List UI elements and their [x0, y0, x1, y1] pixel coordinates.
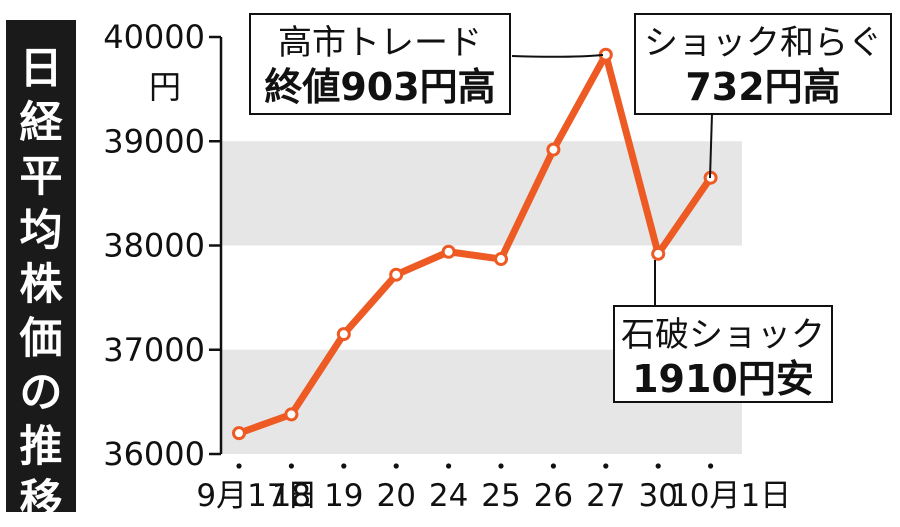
annotation-line2: 732円高: [685, 65, 840, 109]
x-tick-label: 10月1日: [670, 478, 791, 514]
chart-title-char: 日: [20, 44, 63, 94]
x-tick-label: 24: [429, 478, 468, 514]
y-axis-unit: 円: [149, 68, 181, 106]
chart-title-char: 推: [20, 422, 63, 472]
annotation-line1: 石破ショック: [621, 315, 825, 355]
data-point: [441, 244, 456, 259]
x-tick-label: 9月17日: [196, 478, 317, 514]
annotation-line1: ショック和らぐ: [644, 23, 882, 63]
x-tick-dot: [446, 463, 452, 469]
x-tick-label: 30: [638, 478, 677, 514]
chart-title-char: 経: [20, 98, 64, 148]
x-tick-label: 26: [534, 478, 573, 514]
annotation-leader: [511, 54, 604, 58]
chart-title-char: 価: [19, 314, 63, 364]
chart-title-char: 均: [20, 206, 63, 256]
annotation-box: [249, 13, 511, 115]
chart-title-background: [6, 20, 76, 512]
data-point: [546, 142, 561, 157]
data-point: [651, 246, 666, 261]
x-tick-dot: [288, 463, 294, 469]
x-tick-dot: [393, 463, 399, 469]
x-tick-dot: [708, 463, 714, 469]
data-point: [389, 267, 404, 282]
x-tick-dot: [603, 463, 609, 469]
chart-title-char: 株: [20, 260, 64, 310]
x-tick-dot: [236, 463, 242, 469]
data-point: [232, 426, 246, 441]
x-tick-dot: [498, 463, 504, 469]
y-tick-label: 37000: [103, 331, 205, 369]
x-tick-label: 18: [272, 478, 311, 514]
chart-title-char: 平: [20, 152, 63, 202]
x-tick-label: 19: [324, 478, 363, 514]
y-tick-label: 36000: [103, 435, 205, 473]
chart-title-char: 移: [20, 476, 63, 526]
x-tick-dot: [341, 463, 347, 469]
annotation-box: [613, 305, 833, 403]
annotation-line2: 終値903円高: [264, 65, 495, 109]
annotation-line1: 高市トレード: [278, 23, 482, 63]
data-point: [284, 407, 299, 422]
y-tick-label: 39000: [103, 122, 205, 160]
y-axis-ticks: 36000 37000 38000 39000 40000: [103, 18, 221, 473]
annotation-line2: 1910円安: [632, 357, 814, 401]
y-tick-label: 38000: [103, 227, 205, 265]
x-tick-dot: [655, 463, 661, 469]
y-tick-label: 40000: [103, 18, 205, 56]
annotation-leader: [709, 113, 713, 179]
x-tick-label: 27: [586, 478, 625, 514]
x-tick-dot: [550, 463, 557, 469]
background-band: [221, 141, 742, 246]
chart-title-char: の: [20, 368, 63, 418]
series-nikkei: [232, 47, 718, 441]
x-tick-label: 25: [481, 478, 520, 514]
x-tick-label: 20: [376, 478, 415, 514]
annotation-box: [634, 13, 892, 115]
data-point: [336, 327, 351, 342]
data-point: [494, 252, 508, 267]
series-line: [235, 51, 715, 437]
